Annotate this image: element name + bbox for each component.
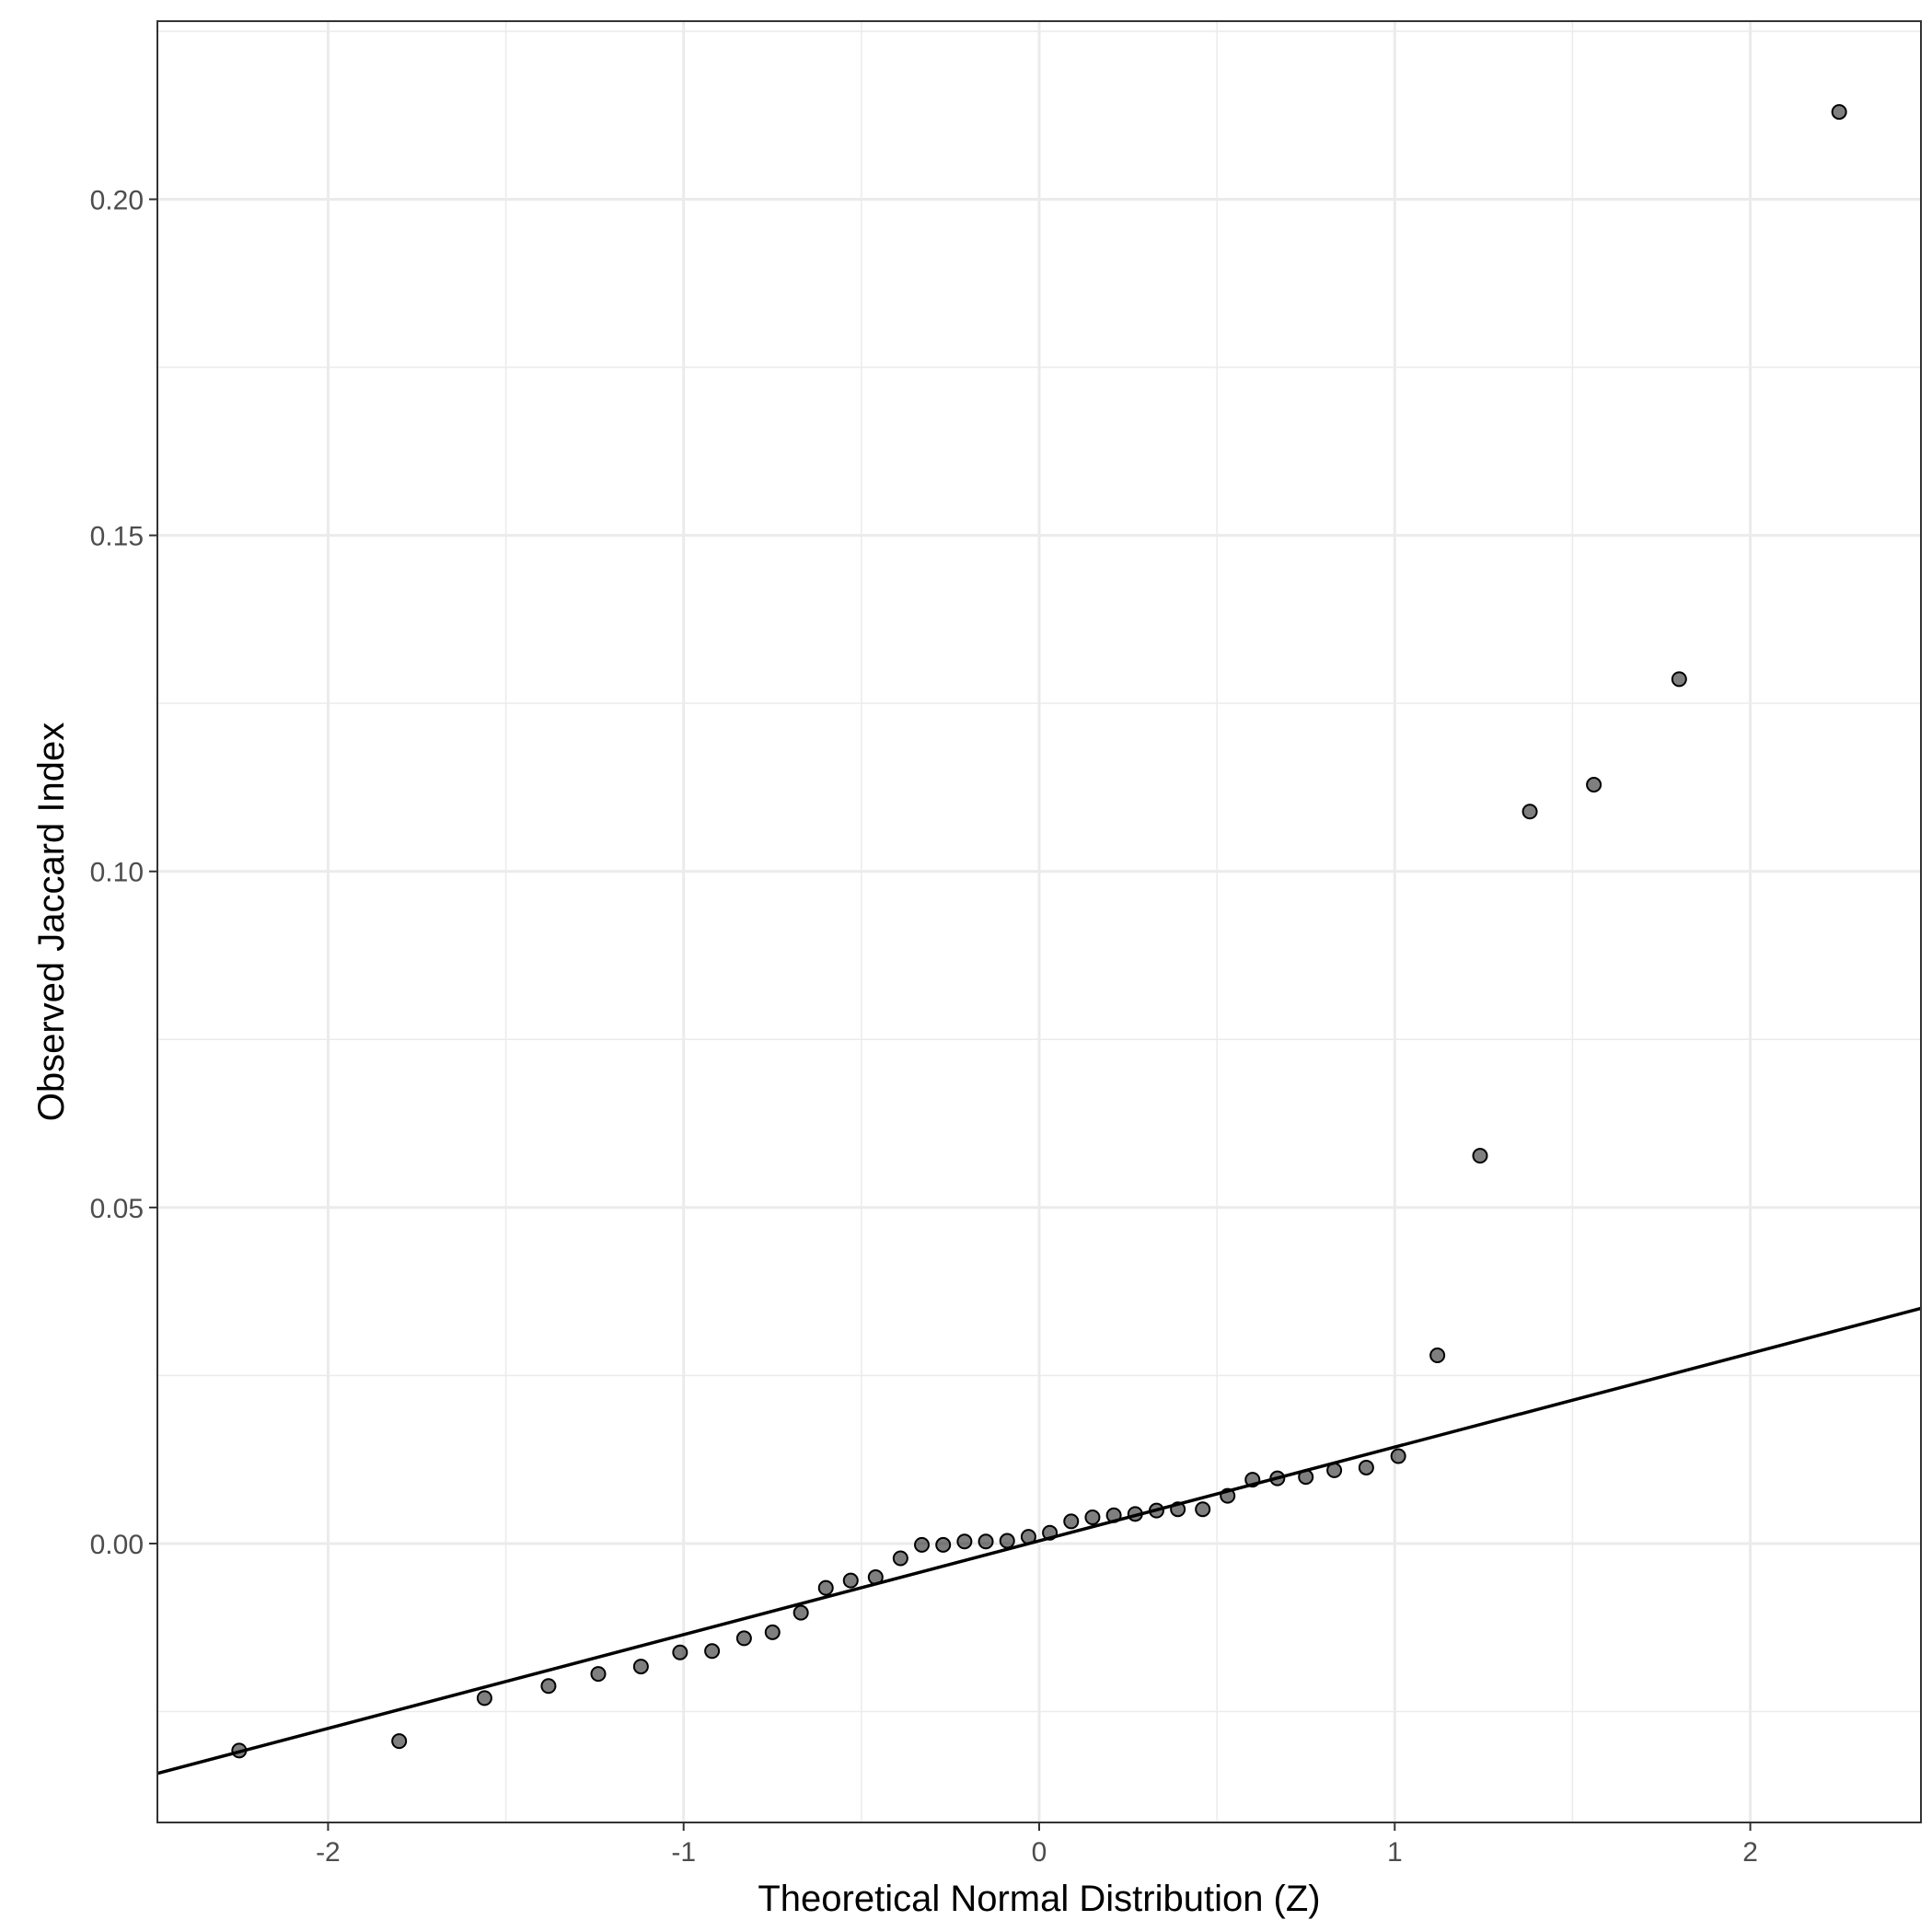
y-axis-title: Observed Jaccard Index (31, 723, 72, 1122)
data-point (956, 1533, 973, 1550)
data-point (590, 1666, 607, 1683)
data-point (231, 1742, 248, 1759)
data-point (1042, 1524, 1059, 1541)
data-point (914, 1536, 931, 1553)
data-point (935, 1536, 952, 1553)
data-point (632, 1659, 649, 1675)
data-point (892, 1550, 908, 1567)
y-tick-label: 0.00 (90, 1530, 144, 1560)
data-point (672, 1644, 688, 1660)
data-point (1020, 1529, 1036, 1545)
data-point (1244, 1472, 1261, 1488)
data-point (540, 1678, 557, 1695)
data-point (1390, 1448, 1406, 1464)
data-point (999, 1533, 1015, 1549)
data-point (1521, 804, 1538, 820)
data-point (1269, 1470, 1286, 1487)
data-point (1298, 1469, 1314, 1486)
y-axis-ticks: 0.00 0.05 0.10 0.15 0.20 (90, 186, 157, 1560)
data-point (1472, 1148, 1488, 1164)
y-tick-label: 0.05 (90, 1194, 144, 1224)
data-point (1127, 1506, 1143, 1522)
grid-major (157, 21, 1921, 1822)
x-tick-label: 2 (1742, 1837, 1758, 1868)
x-tick-label: 1 (1387, 1837, 1403, 1868)
data-point (842, 1572, 859, 1589)
data-point (476, 1690, 492, 1706)
x-tick-label: -2 (316, 1837, 341, 1868)
points-layer (231, 104, 1847, 1759)
data-point (764, 1624, 781, 1640)
y-tick-label: 0.10 (90, 858, 144, 888)
data-point (735, 1630, 752, 1647)
data-point (1170, 1501, 1186, 1518)
data-point (867, 1568, 884, 1585)
y-tick-label: 0.20 (90, 186, 144, 216)
x-tick-label: 0 (1032, 1837, 1047, 1868)
data-point (391, 1733, 408, 1750)
data-point (1105, 1507, 1122, 1523)
data-point (978, 1533, 994, 1550)
data-point (1084, 1509, 1101, 1525)
data-point (1063, 1513, 1080, 1530)
data-point (1195, 1501, 1211, 1518)
data-point (1586, 777, 1602, 793)
data-point (1429, 1347, 1446, 1363)
x-axis-title: Theoretical Normal Distribution (Z) (758, 1879, 1320, 1919)
x-tick-label: -1 (671, 1837, 696, 1868)
data-point (1671, 671, 1687, 688)
data-point (1831, 104, 1847, 121)
x-axis-ticks: -2 -1 0 1 2 (316, 1822, 1758, 1868)
data-point (1148, 1502, 1164, 1519)
data-point (1358, 1459, 1374, 1475)
data-point (704, 1643, 721, 1660)
data-point (1220, 1487, 1236, 1504)
data-point (792, 1604, 809, 1621)
qq-reference-line (156, 1306, 1922, 1776)
data-point (817, 1579, 834, 1596)
y-tick-label: 0.15 (90, 522, 144, 552)
data-point (1326, 1462, 1343, 1478)
reference-line-layer (156, 1306, 1922, 1776)
